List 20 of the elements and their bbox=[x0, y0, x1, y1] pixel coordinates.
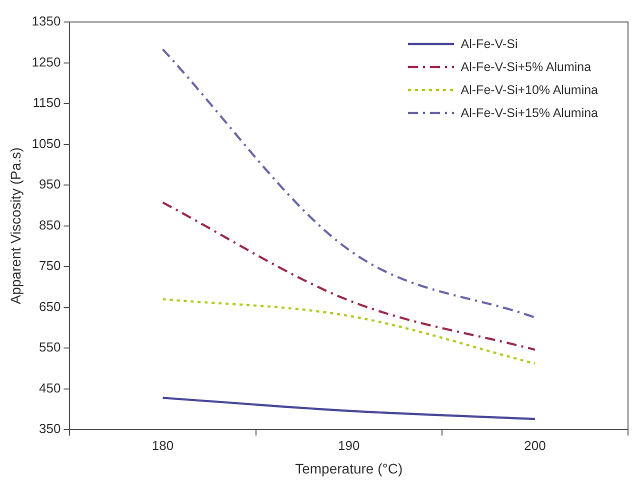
x-tick-label: 180 bbox=[152, 438, 174, 453]
x-tick-label: 190 bbox=[338, 438, 360, 453]
y-tick-label: 850 bbox=[39, 217, 61, 232]
y-axis-title: Apparent Viscosity (Pa.s) bbox=[7, 147, 24, 304]
y-tick-label: 1250 bbox=[32, 54, 61, 70]
y-tick-label: 1350 bbox=[32, 14, 61, 29]
y-tick-label: 1050 bbox=[32, 136, 61, 151]
y-tick-label: 350 bbox=[39, 421, 61, 436]
legend-label: Al-Fe-V-Si+5% Alumina bbox=[460, 60, 592, 74]
y-tick-label: 550 bbox=[39, 340, 61, 355]
legend-label: Al-Fe-V-Si bbox=[460, 36, 518, 50]
y-tick-label: 750 bbox=[39, 258, 61, 274]
y-tick-label: 650 bbox=[39, 298, 61, 314]
legend-label: Al-Fe-V-Si+15% Alumina bbox=[460, 106, 598, 120]
legend-label: Al-Fe-V-Si+10% Alumina bbox=[460, 82, 598, 96]
y-tick-label: 1150 bbox=[32, 95, 61, 110]
x-axis-title: Temperature (°C) bbox=[295, 460, 403, 476]
y-tick-label: 950 bbox=[39, 176, 61, 192]
y-tick-label: 450 bbox=[39, 380, 61, 396]
x-tick-label: 200 bbox=[524, 438, 546, 453]
